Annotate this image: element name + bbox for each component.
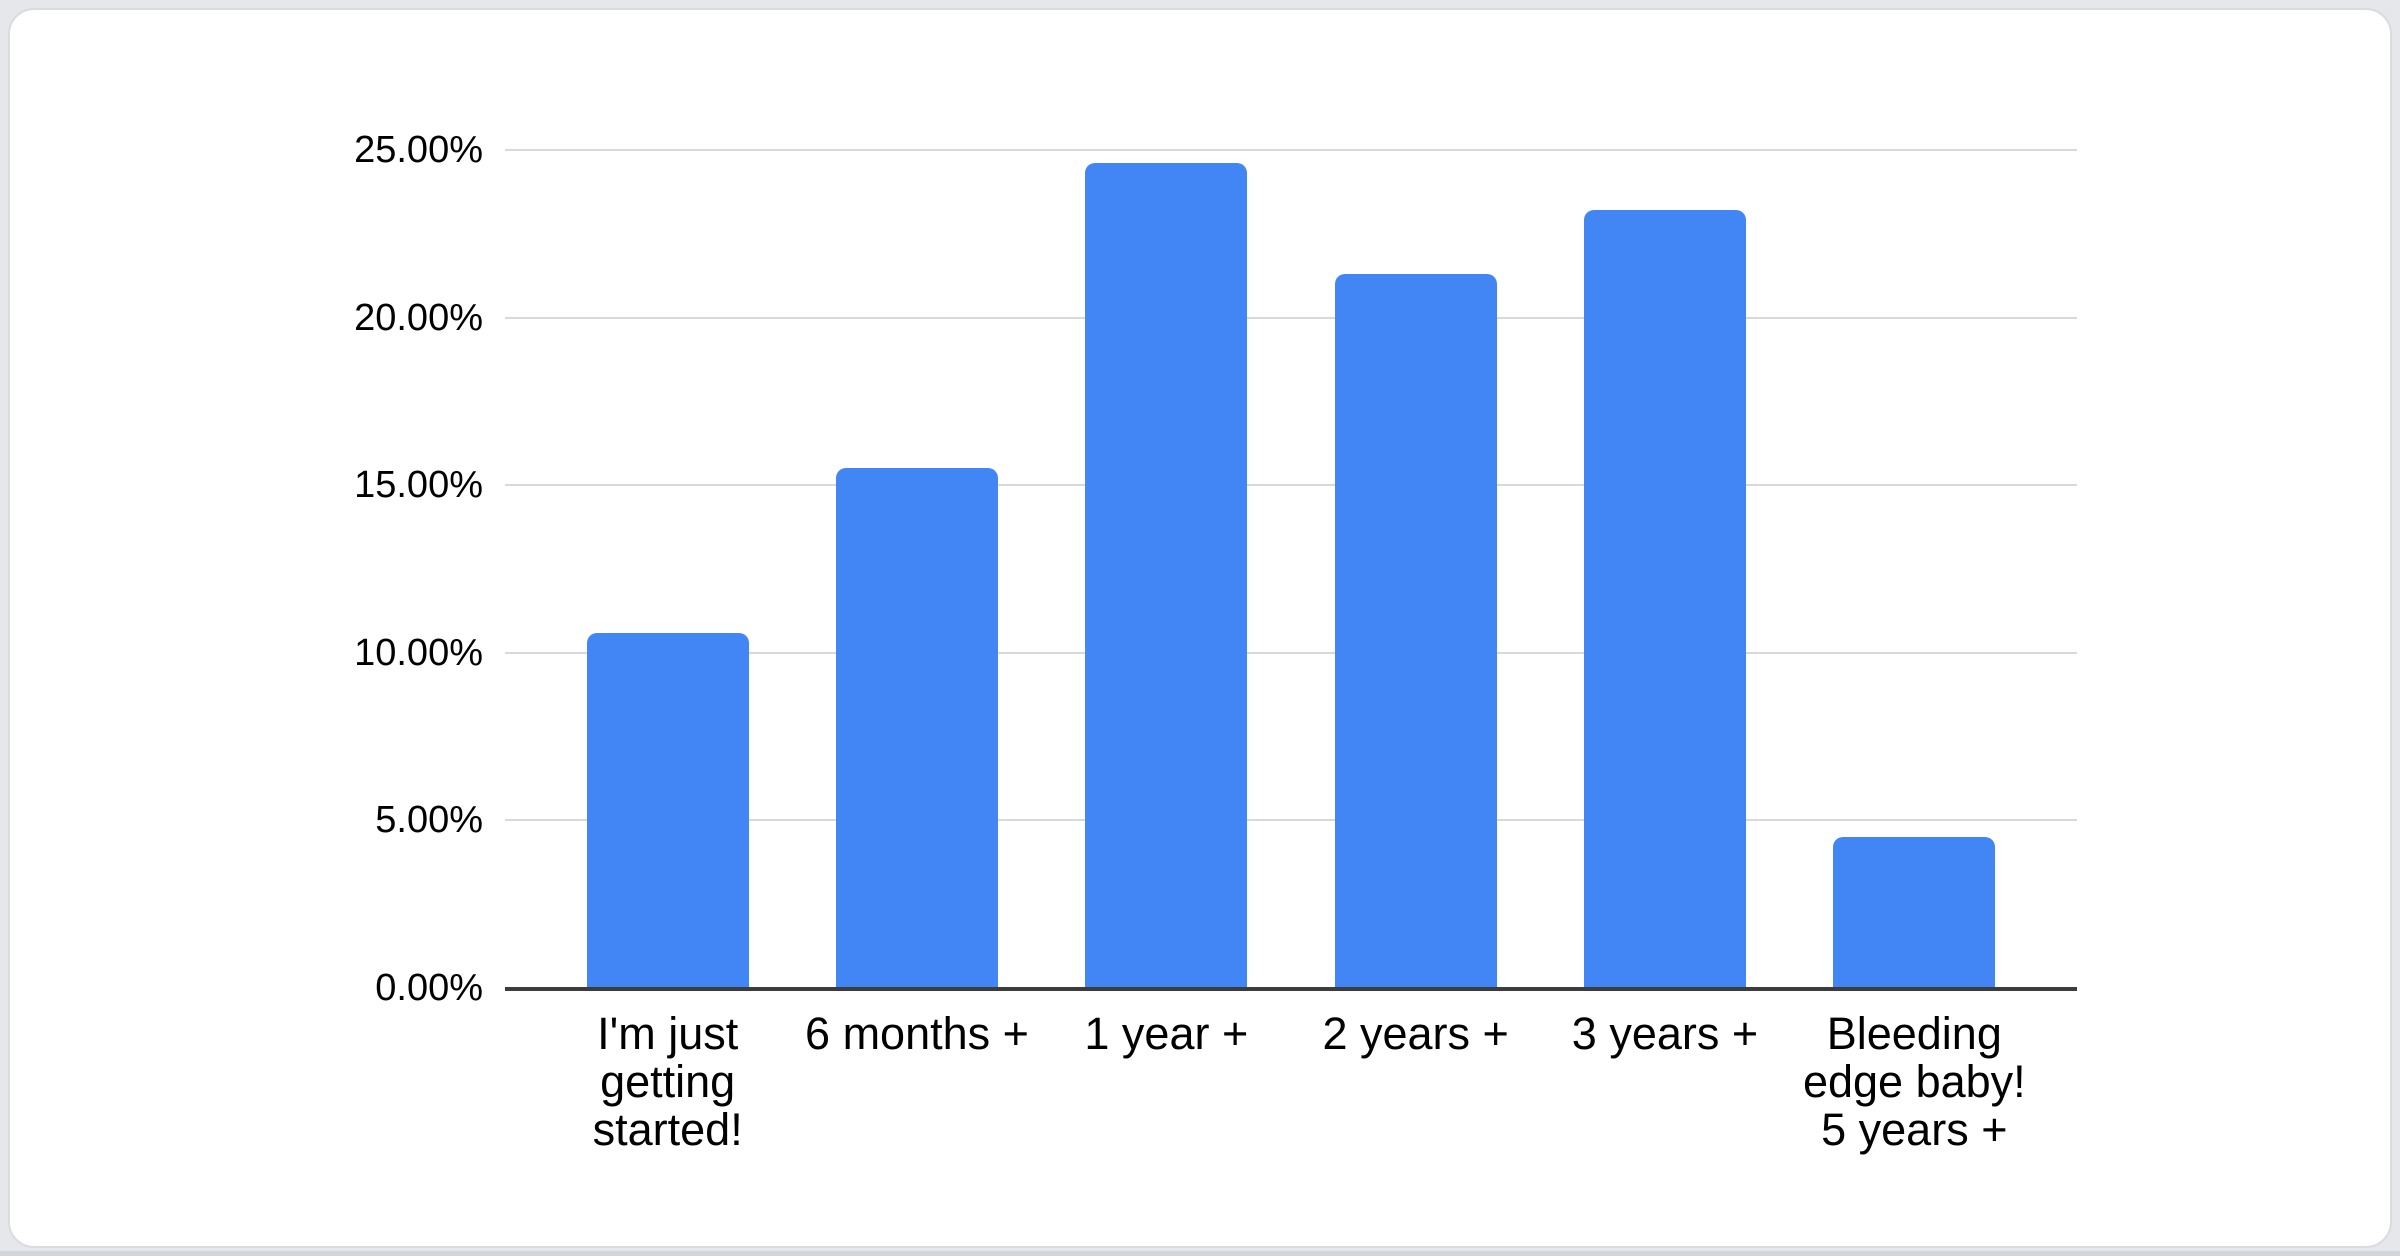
chart-card: 0.00% 5.00% 10.00% 15.00% 20.00% 25.00% I'm j…	[8, 8, 2392, 1248]
gridline-15	[505, 484, 2077, 487]
bar-slot	[1291, 150, 1540, 988]
bars	[543, 150, 2039, 988]
y-tick-label: 10.00%	[354, 631, 483, 674]
x-axis-labels: I'm just getting started! 6 months + 1 year …	[543, 1010, 2039, 1154]
x-category-label: Bleeding edge baby! 5 years +	[1790, 1010, 2039, 1154]
x-category-label-line: Bleeding	[1826, 1008, 2002, 1059]
y-tick-label: 5.00%	[375, 799, 483, 842]
gridline-25	[505, 149, 2077, 151]
y-axis-labels: 0.00% 5.00% 10.00% 15.00% 20.00% 25.00%	[10, 129, 483, 1009]
y-tick-label: 20.00%	[354, 296, 483, 339]
x-category-label: 1 year +	[1042, 1010, 1291, 1154]
x-category-label: I'm just getting started!	[543, 1010, 792, 1154]
bar	[1334, 274, 1497, 988]
x-category-label-line: getting	[600, 1056, 736, 1107]
x-axis-line	[505, 987, 2077, 991]
gridline-5	[505, 819, 2077, 822]
bar-slot	[543, 150, 792, 988]
bar	[1085, 163, 1248, 988]
y-tick-label: 25.00%	[354, 129, 483, 171]
plot-area	[505, 149, 2077, 991]
bar	[586, 632, 749, 988]
bar-slot	[792, 150, 1041, 988]
gridline-20	[505, 316, 2077, 319]
bar	[1583, 210, 1746, 988]
x-category-label: 3 years +	[1540, 1010, 1789, 1154]
x-category-label-line: 1 year +	[1084, 1008, 1249, 1059]
x-category-label-line: 3 years +	[1571, 1008, 1759, 1059]
gridline-10	[505, 651, 2077, 654]
y-tick-label: 15.00%	[354, 464, 483, 507]
x-category-label-line: I'm just	[597, 1008, 739, 1059]
x-category-label-line: edge baby!	[1802, 1056, 2026, 1107]
bar	[1833, 837, 1996, 988]
x-category-label-line: 2 years +	[1322, 1008, 1509, 1059]
bar-slot	[1790, 150, 2039, 988]
bar-slot	[1042, 150, 1291, 988]
bar-slot	[1540, 150, 1789, 988]
x-category-label-line: started!	[592, 1104, 743, 1155]
window-bottom-edge	[0, 1251, 2400, 1256]
x-category-label: 6 months +	[792, 1010, 1041, 1154]
x-category-label-line: 5 years +	[1821, 1104, 2008, 1155]
y-tick-label: 0.00%	[375, 967, 483, 1009]
x-category-label-line: 6 months +	[805, 1008, 1029, 1059]
x-category-label: 2 years +	[1291, 1010, 1540, 1154]
bar	[835, 468, 998, 988]
